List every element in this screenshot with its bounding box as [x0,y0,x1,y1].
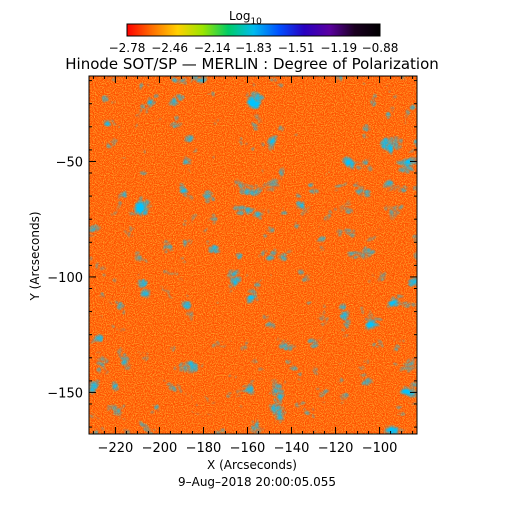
colorbar-tick-label: −1.83 [235,41,272,55]
heatmap-network [89,76,417,434]
heatmap-image [89,76,417,434]
x-axis-label: X (Arcseconds) [207,458,297,472]
colorbar-tick-label: −2.46 [151,41,188,55]
colorbar-tick-label: −2.78 [109,41,146,55]
x-tick-label: −140 [274,441,310,456]
x-tick-label: −220 [98,441,134,456]
x-tick-label: −160 [230,441,266,456]
plot-frame [88,75,418,435]
observation-date: 9–Aug–2018 20:00:05.055 [178,475,336,489]
y-tick-label: −50 [56,155,83,170]
x-tick-label: −120 [318,441,354,456]
x-tick-label: −100 [362,441,398,456]
chart-title: Hinode SOT/SP — MERLIN : Degree of Polar… [65,55,439,73]
y-tick-label: −150 [47,386,83,401]
x-axis-ticks: −220 −200 −180 −160 −140 −120 −100 [92,76,414,456]
x-tick-label: −200 [142,441,178,456]
x-tick-label: −180 [186,441,222,456]
colorbar-tick-label: −2.14 [194,41,231,55]
y-tick-label: −100 [47,271,83,286]
y-axis-label: Y (Arcseconds) [28,211,42,301]
colorbar-title: Log10 [229,9,262,27]
colorbar-tick-label: −1.19 [320,41,357,55]
colorbar-tick-label: −0.88 [362,41,399,55]
colorbar [126,23,381,37]
y-axis-ticks: −50 −100 −150 [47,80,417,428]
colorbar-tick-labels: −2.78 −2.46 −2.14 −1.83 −1.51 −1.19 −0.88 [109,41,399,55]
colorbar-tick-label: −1.51 [278,41,315,55]
